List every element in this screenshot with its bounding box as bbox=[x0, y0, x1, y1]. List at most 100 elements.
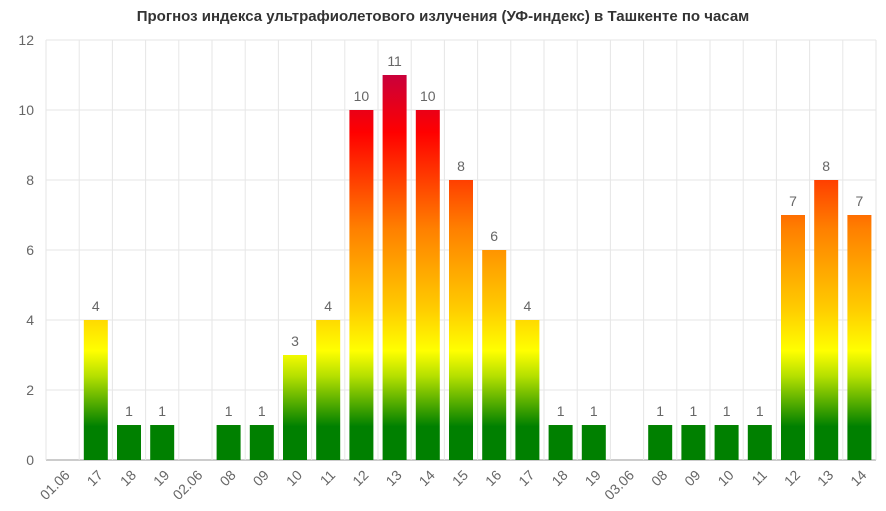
bar bbox=[283, 355, 307, 460]
x-tick-label: 14 bbox=[416, 467, 438, 489]
y-tick-label: 10 bbox=[18, 102, 34, 118]
x-tick-label: 19 bbox=[150, 467, 172, 489]
x-tick: 09 bbox=[681, 467, 703, 489]
bar-value-label: 4 bbox=[92, 298, 100, 314]
bar-value-label: 10 bbox=[354, 88, 370, 104]
y-axis-ticks: 0 2 4 6 8 10 12 bbox=[18, 32, 34, 468]
x-tick-label: 09 bbox=[681, 467, 703, 489]
x-tick-label: 02.06 bbox=[169, 467, 205, 503]
x-tick: 12 bbox=[781, 467, 803, 489]
x-tick-label: 08 bbox=[216, 467, 238, 489]
bar bbox=[415, 110, 440, 460]
y-tick-label: 8 bbox=[26, 172, 34, 188]
x-tick-label: 01.06 bbox=[37, 467, 73, 503]
x-tick-label: 12 bbox=[349, 467, 371, 489]
bar-value-label: 4 bbox=[324, 298, 332, 314]
bar-value-label: 1 bbox=[125, 403, 133, 419]
bar bbox=[449, 180, 473, 460]
x-tick-label: 19 bbox=[582, 467, 604, 489]
bar bbox=[482, 250, 507, 460]
x-tick-label: 10 bbox=[714, 467, 736, 489]
bar bbox=[316, 320, 341, 460]
x-tick-label: 12 bbox=[781, 467, 803, 489]
bar bbox=[548, 425, 573, 460]
x-tick: 18 bbox=[548, 467, 570, 489]
x-tick: 03.06 bbox=[601, 467, 637, 503]
x-tick-label: 13 bbox=[814, 467, 836, 489]
x-tick-label: 17 bbox=[515, 467, 537, 489]
y-tick-label: 0 bbox=[26, 452, 34, 468]
x-tick-label: 10 bbox=[283, 467, 305, 489]
chart-title: Прогноз индекса ультрафиолетового излуче… bbox=[136, 8, 750, 25]
bar-value-label: 1 bbox=[158, 403, 166, 419]
x-tick: 11 bbox=[317, 467, 339, 489]
bar bbox=[581, 425, 606, 460]
bar-value-label: 11 bbox=[387, 53, 402, 69]
x-tick: 16 bbox=[482, 467, 504, 489]
bar-value-label: 1 bbox=[656, 403, 664, 419]
x-tick: 09 bbox=[250, 467, 272, 489]
x-tick-label: 18 bbox=[117, 467, 139, 489]
bar-value-label: 1 bbox=[723, 403, 731, 419]
bar-value-label: 1 bbox=[590, 403, 598, 419]
x-tick: 19 bbox=[582, 467, 604, 489]
x-tick: 08 bbox=[216, 467, 238, 489]
bar bbox=[150, 425, 175, 460]
bar-value-label: 1 bbox=[756, 403, 764, 419]
bar-value-label: 3 bbox=[291, 333, 299, 349]
x-tick-label: 13 bbox=[382, 467, 404, 489]
x-tick: 13 bbox=[814, 467, 836, 489]
bar bbox=[847, 215, 872, 460]
bar bbox=[382, 75, 407, 460]
bar bbox=[747, 425, 772, 460]
x-tick: 18 bbox=[117, 467, 139, 489]
x-tick-label: 17 bbox=[84, 467, 106, 489]
bar bbox=[814, 180, 839, 460]
y-tick-label: 12 bbox=[18, 32, 34, 48]
bar-value-label: 8 bbox=[457, 158, 465, 174]
x-tick-label: 11 bbox=[748, 467, 770, 489]
bar-value-label: 1 bbox=[690, 403, 698, 419]
x-tick: 17 bbox=[515, 467, 537, 489]
x-tick: 13 bbox=[382, 467, 404, 489]
x-tick: 08 bbox=[648, 467, 670, 489]
x-tick: 10 bbox=[283, 467, 305, 489]
x-tick-label: 03.06 bbox=[601, 467, 637, 503]
bar-value-label: 8 bbox=[822, 158, 830, 174]
x-tick: 11 bbox=[748, 467, 770, 489]
x-tick: 19 bbox=[150, 467, 172, 489]
bar bbox=[83, 320, 108, 460]
x-tick: 14 bbox=[847, 467, 869, 489]
x-tick: 12 bbox=[349, 467, 371, 489]
y-tick-label: 4 bbox=[26, 312, 34, 328]
x-tick: 17 bbox=[84, 467, 106, 489]
bar bbox=[648, 425, 673, 460]
x-tick: 10 bbox=[714, 467, 736, 489]
bar bbox=[515, 320, 540, 460]
bar bbox=[249, 425, 274, 460]
bar-value-label: 1 bbox=[557, 403, 565, 419]
bar bbox=[216, 425, 241, 460]
x-tick-label: 08 bbox=[648, 467, 670, 489]
x-tick: 02.06 bbox=[169, 467, 205, 503]
bar-value-label: 10 bbox=[420, 88, 436, 104]
x-tick-label: 14 bbox=[847, 467, 869, 489]
x-tick-label: 16 bbox=[482, 467, 504, 489]
bar bbox=[781, 215, 805, 460]
bar-value-label: 6 bbox=[490, 228, 498, 244]
bar bbox=[349, 110, 374, 460]
bar-value-label: 1 bbox=[225, 403, 233, 419]
bar-value-label: 7 bbox=[856, 193, 864, 209]
x-tick-label: 18 bbox=[548, 467, 570, 489]
x-tick-label: 11 bbox=[317, 467, 339, 489]
x-tick-label: 09 bbox=[250, 467, 272, 489]
bar bbox=[681, 425, 706, 460]
y-tick-label: 6 bbox=[26, 242, 34, 258]
x-tick: 14 bbox=[416, 467, 438, 489]
x-tick: 15 bbox=[449, 467, 471, 489]
bars bbox=[83, 75, 872, 460]
